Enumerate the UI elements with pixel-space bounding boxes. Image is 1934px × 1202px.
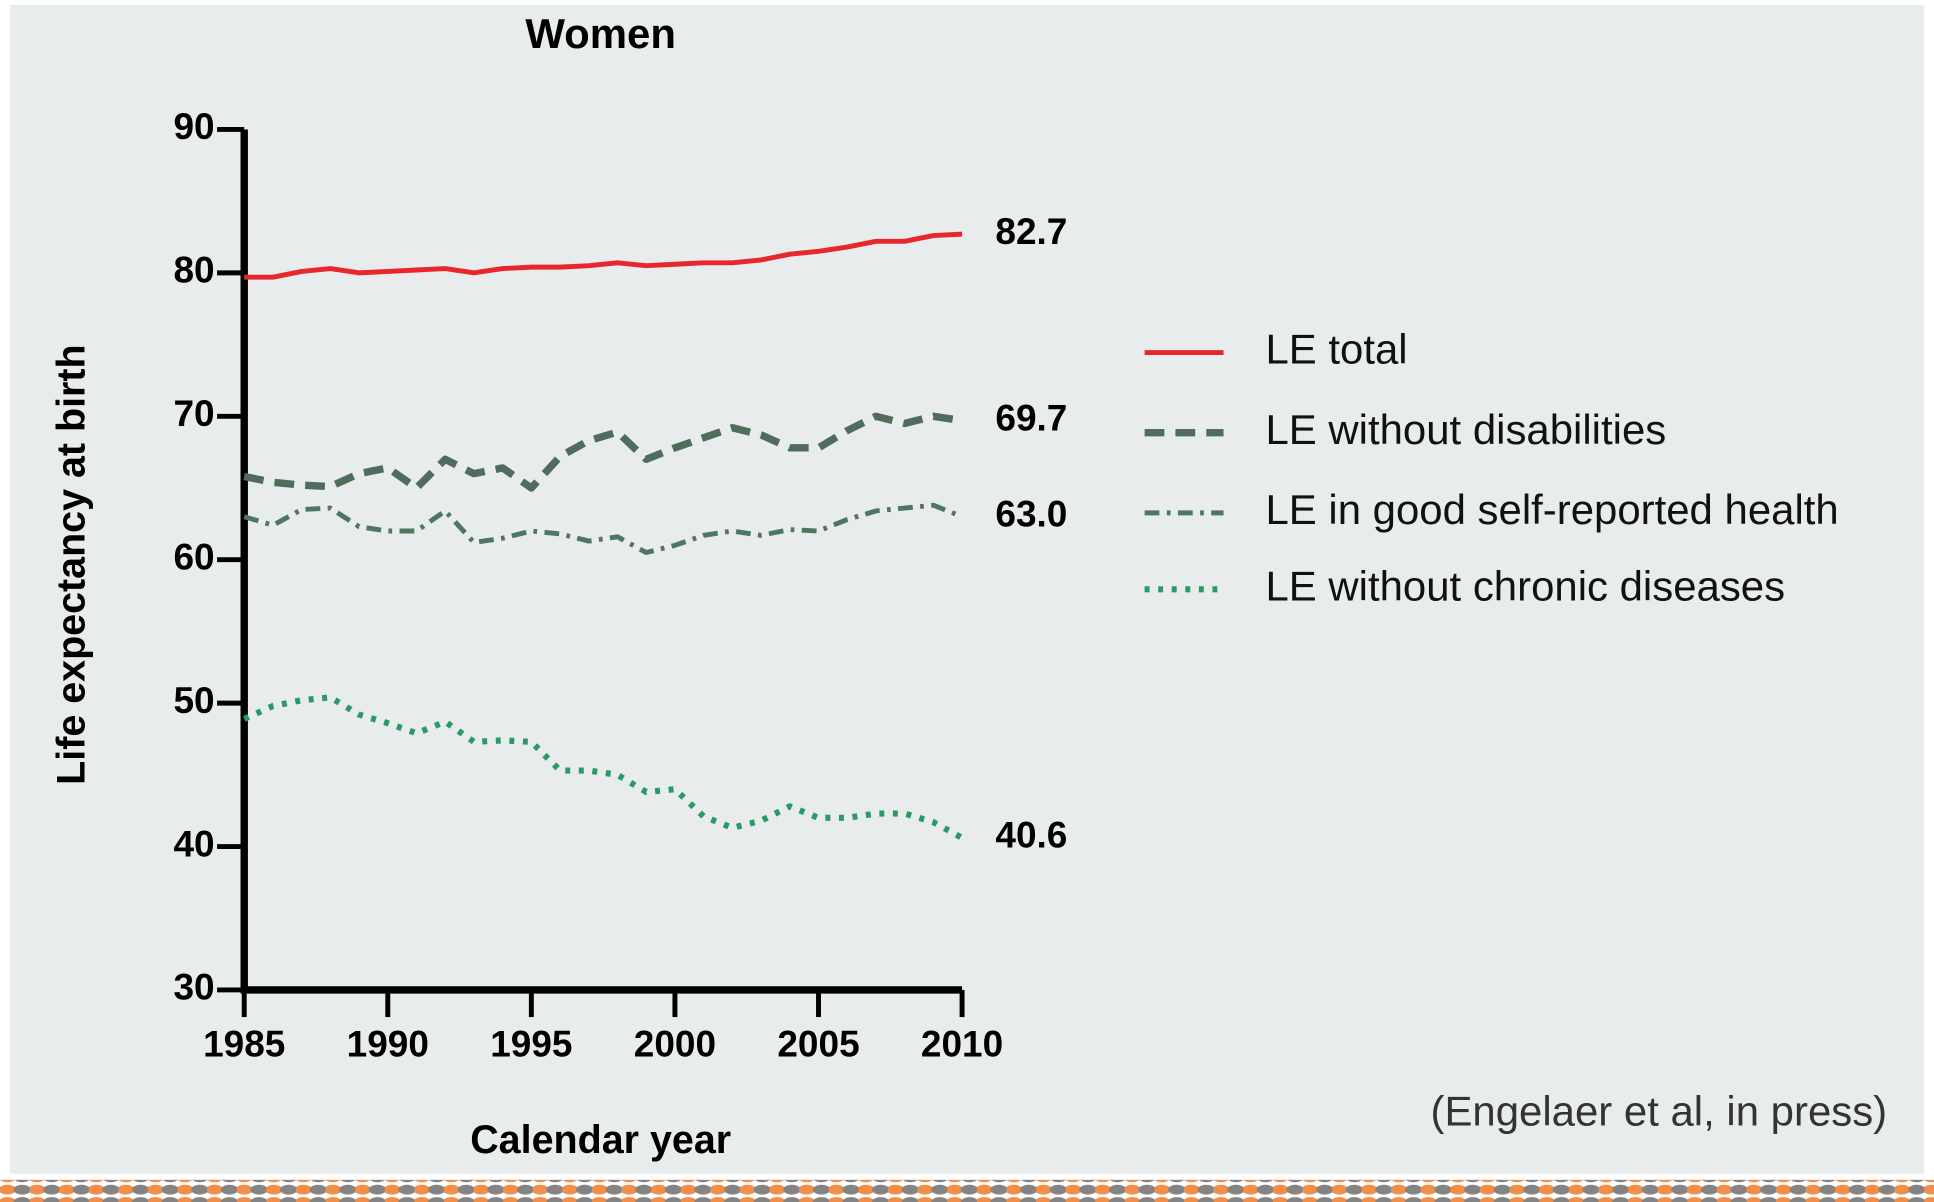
legend-label: LE without chronic diseases (1265, 562, 1785, 609)
y-tick-label: 50 (173, 680, 214, 721)
chart-title: Women (525, 10, 676, 57)
y-axis-label: Life expectancy at birth (49, 344, 93, 784)
x-tick-label: 1985 (203, 1023, 285, 1064)
x-tick-label: 2000 (634, 1023, 716, 1064)
y-tick-label: 80 (173, 250, 214, 291)
series-line (243, 412, 963, 492)
y-tick-label: 60 (173, 536, 214, 577)
value-label: 63.0 (995, 493, 1067, 534)
x-axis-label: Calendar year (470, 1118, 731, 1162)
source-note: (Engelaer et al, in press) (1430, 1088, 1887, 1135)
y-tick-label: 90 (173, 106, 214, 147)
legend-label: LE in good self-reported health (1265, 486, 1838, 533)
legend-label: LE total (1265, 326, 1407, 373)
value-label: 69.7 (995, 397, 1067, 438)
decor-band (0, 1179, 1934, 1202)
legend-label: LE without disabilities (1265, 406, 1666, 453)
x-tick-label: 1995 (490, 1023, 572, 1064)
x-tick-label: 2010 (921, 1023, 1003, 1064)
series-line (243, 502, 963, 555)
x-tick-label: 2005 (777, 1023, 859, 1064)
plot-bg (9, 4, 1925, 1174)
y-tick-label: 30 (173, 967, 214, 1008)
y-tick-label: 70 (173, 393, 214, 434)
value-label: 40.6 (995, 815, 1067, 856)
series-line (242, 694, 964, 841)
y-tick-label: 40 (173, 823, 214, 864)
value-label: 82.7 (995, 211, 1067, 252)
series-line (244, 231, 963, 280)
x-tick-label: 1990 (347, 1023, 429, 1064)
